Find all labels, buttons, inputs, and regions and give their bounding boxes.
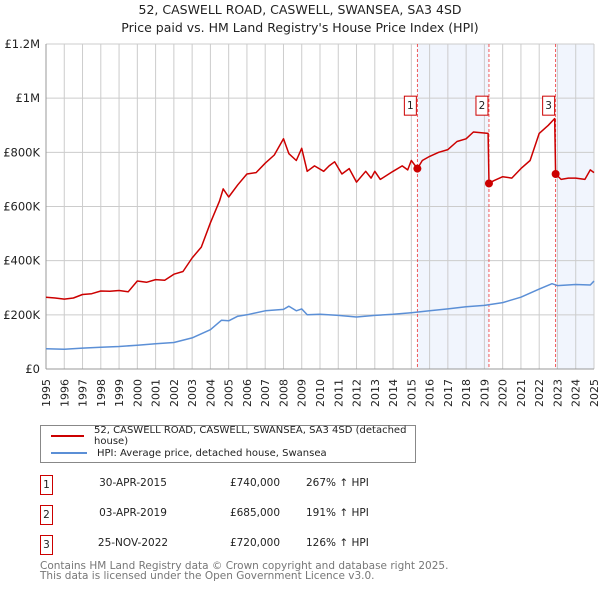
sale-hpi: 126% ↑ HPI	[306, 537, 369, 549]
sale-label: 3	[545, 100, 552, 112]
x-tick-label: 2005	[223, 379, 236, 407]
sale-label: 2	[479, 100, 486, 112]
y-tick-label: £600K	[3, 200, 40, 214]
x-tick-label: 1995	[40, 379, 53, 407]
x-tick-label: 2004	[204, 379, 217, 407]
x-tick-label: 2016	[424, 379, 437, 407]
sale-date: 25-NOV-2022	[97, 537, 169, 549]
x-tick-label: 2023	[551, 379, 564, 407]
legend-swatch-blue	[51, 452, 87, 454]
x-tick-label: 2018	[460, 379, 473, 407]
sale-label: 1	[407, 100, 414, 112]
x-tick-label: 2001	[150, 379, 163, 407]
sale-label-box	[475, 95, 489, 116]
x-tick-label: 2007	[259, 379, 272, 407]
x-tick-label: 2008	[277, 379, 290, 407]
chart-title: 52, CASWELL ROAD, CASWELL, SWANSEA, SA3 …	[138, 2, 462, 17]
x-tick-label: 1997	[77, 379, 90, 407]
footer-copyright: Contains HM Land Registry data © Crown c…	[40, 560, 449, 572]
x-tick-label: 2011	[332, 379, 345, 407]
x-tick-label: 2024	[570, 379, 583, 407]
x-tick-label: 1996	[58, 379, 71, 407]
sale-hpi: 191% ↑ HPI	[306, 507, 369, 519]
legend-item-property: 52, CASWELL ROAD, CASWELL, SWANSEA, SA3 …	[51, 425, 415, 447]
series-line	[45, 280, 595, 350]
x-tick-label: 2002	[168, 379, 181, 407]
y-tick-label: £1.2M	[4, 37, 40, 51]
legend-label: HPI: Average price, detached house, Swan…	[97, 447, 327, 459]
footer-licence: This data is licensed under the Open Gov…	[40, 570, 375, 582]
x-tick-label: 2013	[369, 379, 382, 407]
legend-label: 52, CASWELL ROAD, CASWELL, SWANSEA, SA3 …	[94, 425, 407, 447]
x-tick-label: 2010	[314, 379, 327, 407]
sale-point	[413, 164, 422, 173]
sale-point	[551, 170, 560, 178]
y-tick-label: £400K	[3, 254, 40, 268]
y-tick-label: £200K	[3, 308, 40, 322]
x-tick-label: 2014	[387, 379, 400, 407]
sale-point	[484, 179, 493, 188]
x-tick-label: 2025	[588, 379, 600, 407]
y-tick-label: £0	[25, 362, 40, 376]
x-tick-label: 1999	[113, 379, 126, 407]
y-tick-label: £1M	[15, 91, 40, 105]
legend-item-hpi: HPI: Average price, detached house, Swan…	[51, 446, 327, 460]
x-tick-label: 2019	[478, 379, 491, 407]
sale-label-box	[403, 95, 417, 116]
sale-date: 30-APR-2015	[99, 477, 167, 489]
legend: 52, CASWELL ROAD, CASWELL, SWANSEA, SA3 …	[40, 425, 416, 463]
x-tick-label: 2003	[186, 379, 199, 407]
series-line	[45, 117, 595, 300]
x-tick-label: 2020	[497, 379, 510, 407]
y-tick-label: £800K	[3, 145, 40, 159]
x-tick-label: 2017	[442, 379, 455, 407]
sale-hpi: 267% ↑ HPI	[306, 477, 369, 489]
sale-price: £685,000	[229, 507, 281, 519]
x-tick-label: 2006	[241, 379, 254, 407]
x-tick-label: 1998	[95, 379, 108, 407]
x-tick-label: 2015	[405, 379, 418, 407]
sale-marker-badge: 1	[40, 475, 53, 495]
x-tick-label: 2009	[296, 379, 309, 407]
sale-marker-badge: 2	[40, 505, 53, 525]
footer: Contains HM Land Registry data © Crown c…	[40, 560, 449, 582]
x-tick-label: 2021	[515, 379, 528, 407]
x-tick-label: 2022	[533, 379, 546, 407]
x-tick-label: 2000	[131, 379, 144, 407]
sale-label-box	[542, 95, 556, 116]
sale-price: £740,000	[229, 477, 281, 489]
sale-marker-badge: 3	[40, 535, 53, 555]
legend-swatch-red	[51, 435, 85, 437]
chart-subtitle: Price paid vs. HM Land Registry's House …	[121, 20, 479, 35]
sale-date: 03-APR-2019	[99, 507, 167, 519]
sale-price: £720,000	[229, 537, 281, 549]
x-tick-label: 2012	[351, 379, 364, 407]
plot-area: 1995 1996 1997 1998 1999 2000 2001 2002 2003 2004…	[3, 37, 600, 407]
